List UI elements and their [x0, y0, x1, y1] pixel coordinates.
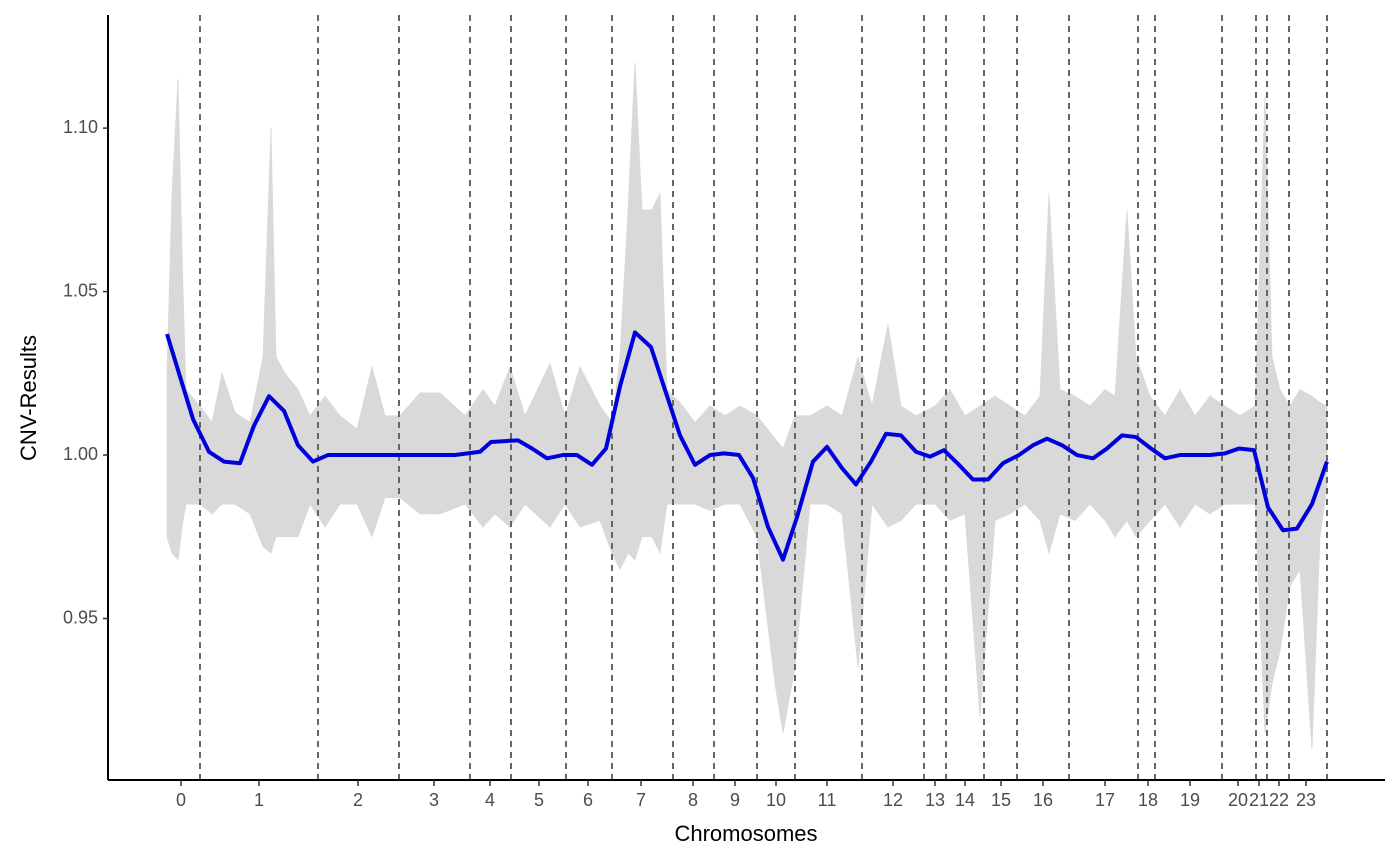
band-segment	[182, 291, 187, 521]
band-segment	[549, 363, 566, 529]
band-segment	[994, 395, 1011, 522]
y-tick-label: 1.05	[63, 280, 98, 300]
band-segment	[166, 193, 173, 554]
band-segment	[627, 62, 636, 561]
y-tick-label: 1.10	[63, 117, 98, 137]
band-segment	[171, 79, 179, 561]
x-tick-label: 11	[818, 790, 837, 810]
band-segment	[709, 405, 726, 512]
band-segment	[794, 415, 811, 668]
x-tick-label: 19	[1180, 790, 1200, 810]
band-segment	[177, 79, 184, 560]
x-axis-title: Chromosomes	[674, 821, 817, 846]
band-segment	[356, 366, 373, 537]
x-tick-label: 9	[730, 790, 740, 810]
band-segment	[1039, 193, 1050, 554]
band-segment	[979, 395, 996, 717]
band-segment	[1299, 388, 1313, 750]
y-tick-label: 0.95	[63, 607, 98, 627]
y-tick-label: 1.00	[63, 444, 98, 464]
band-segment	[324, 395, 341, 529]
band-segment	[1126, 209, 1137, 537]
band-segment	[1311, 395, 1321, 750]
band-segment	[887, 324, 902, 528]
band-segment	[494, 366, 511, 528]
x-tick-label: 20	[1228, 790, 1248, 810]
x-tick-label: 23	[1296, 790, 1316, 810]
band-segment	[1289, 388, 1301, 588]
band-segment	[1224, 405, 1241, 505]
x-tick-label: 17	[1095, 790, 1115, 810]
band-segment	[1104, 388, 1116, 539]
band-segment	[579, 366, 601, 528]
x-tick-label: 8	[688, 790, 698, 810]
band-segment	[900, 405, 917, 522]
band-segment	[1114, 209, 1128, 538]
band-segment	[262, 128, 272, 554]
x-tick-label: 6	[583, 790, 593, 810]
x-tick-label: 21	[1249, 790, 1269, 810]
x-tick-label: 7	[636, 790, 646, 810]
x-tick-label: 2	[353, 790, 363, 810]
cnv-line	[165, 330, 1329, 562]
x-tick-label: 15	[991, 790, 1011, 810]
x-tick-label: 0	[176, 790, 186, 810]
band-segment	[275, 356, 286, 538]
x-tick-label: 16	[1033, 790, 1053, 810]
band-segment	[284, 372, 299, 538]
band-segment	[371, 366, 386, 537]
band-segment	[774, 437, 784, 733]
x-tick-label: 14	[955, 790, 975, 810]
x-tick-label: 22	[1269, 790, 1289, 810]
band-segment	[1239, 405, 1256, 505]
band-segment	[641, 209, 653, 538]
band-segment	[564, 366, 581, 529]
band-segment	[841, 356, 859, 668]
band-segment	[857, 356, 873, 668]
x-tick-label: 1	[254, 790, 264, 810]
x-tick-label: 13	[925, 790, 945, 810]
x-tick-label: 10	[766, 790, 786, 810]
band-segment	[249, 356, 264, 547]
band-segment	[871, 324, 889, 529]
band-segment	[339, 414, 358, 505]
band-segment	[634, 62, 643, 560]
band-segment	[270, 128, 277, 554]
x-tick-label: 12	[883, 790, 903, 810]
band-segment	[1059, 389, 1076, 522]
band-segment	[211, 373, 223, 515]
x-tick-label: 18	[1138, 790, 1158, 810]
band-segment	[1048, 193, 1061, 554]
band-segment	[1179, 388, 1196, 529]
band-segment	[482, 388, 496, 528]
band-segment	[949, 388, 966, 522]
band-segment	[221, 373, 236, 505]
x-tick-label: 3	[429, 790, 439, 810]
x-tick-label: 5	[534, 790, 544, 810]
band-segment	[509, 366, 526, 529]
band-segment	[297, 389, 311, 537]
band-segment	[199, 404, 213, 515]
band-segment	[1024, 395, 1041, 522]
band-segment	[782, 415, 796, 733]
band-segment	[464, 388, 484, 529]
band-segment	[756, 414, 776, 684]
y-axis-title: CNV-Results	[16, 335, 41, 461]
band-segment	[964, 405, 981, 717]
x-tick-label: 4	[485, 790, 495, 810]
